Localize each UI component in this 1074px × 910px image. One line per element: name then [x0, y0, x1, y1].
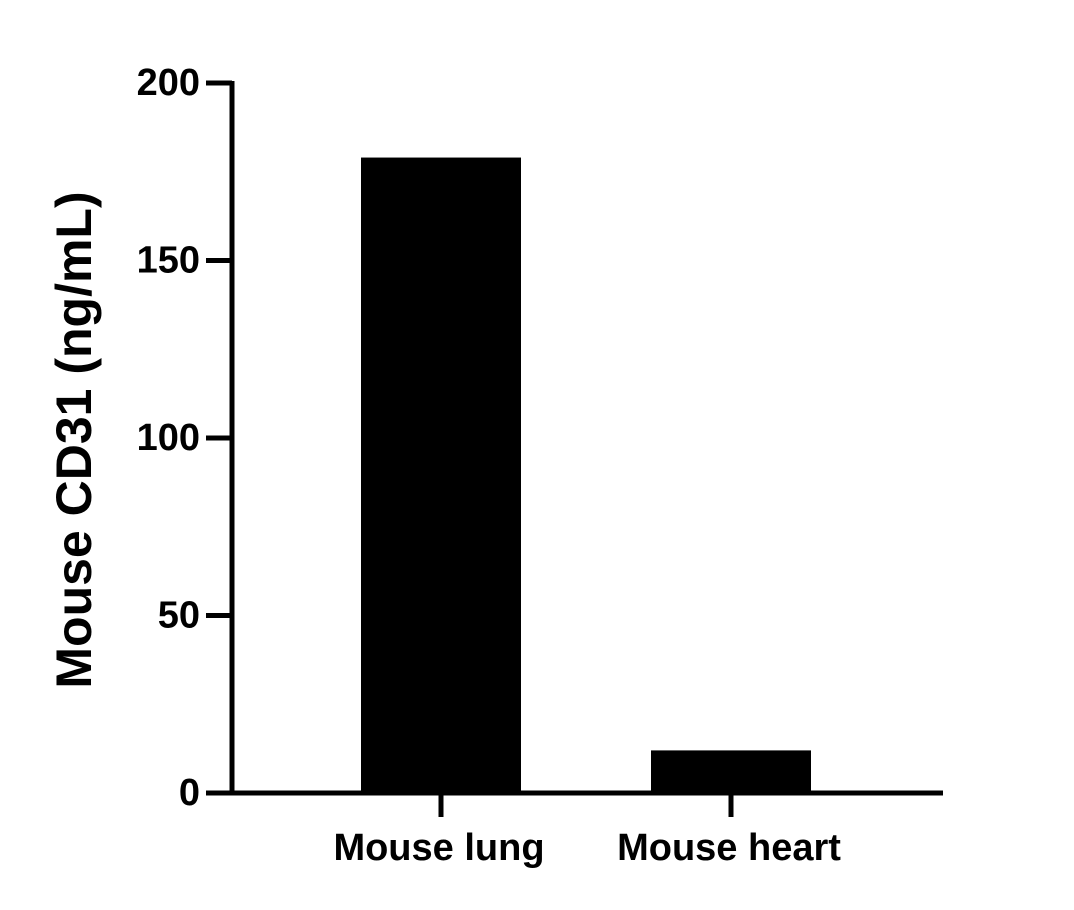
y-axis-label: Mouse CD31 (ng/mL) [46, 191, 102, 688]
y-tick-label: 0 [179, 772, 200, 814]
y-tick-label: 100 [137, 417, 200, 459]
y-tick-label: 150 [137, 240, 200, 282]
y-tick-label: 50 [158, 595, 200, 637]
bar [651, 750, 811, 793]
x-tick-label: Mouse lung [333, 827, 544, 869]
x-tick-label: Mouse heart [617, 827, 841, 869]
y-tick-label: 200 [137, 62, 200, 104]
bar [361, 157, 521, 794]
